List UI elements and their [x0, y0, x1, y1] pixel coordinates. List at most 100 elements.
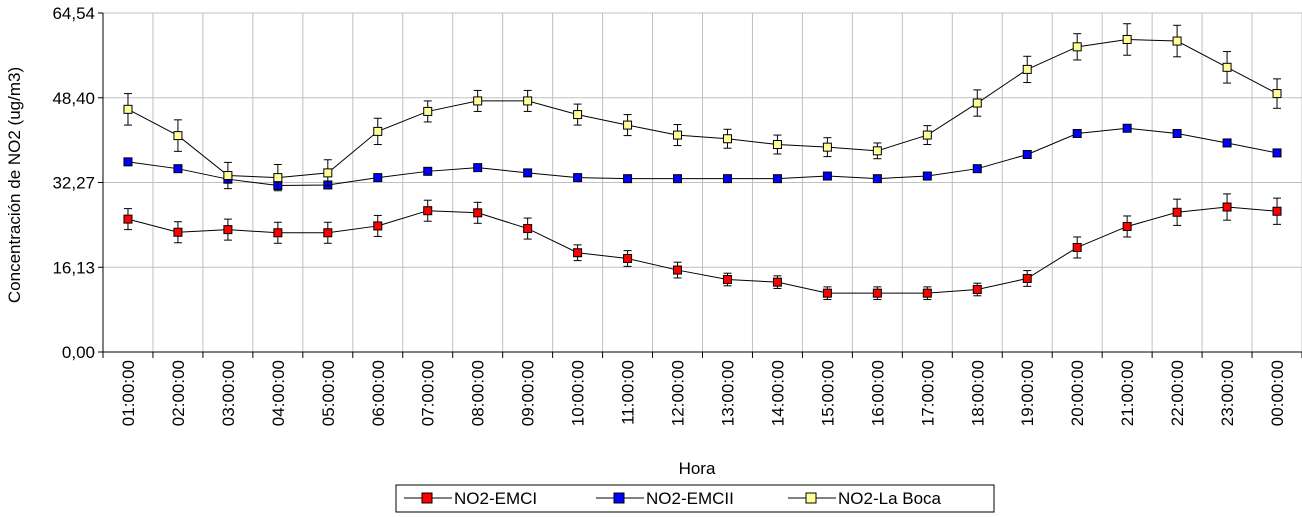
data-point [273, 173, 283, 183]
data-point [1172, 128, 1182, 138]
series-NO2-EMCI [123, 193, 1282, 300]
data-point [373, 173, 383, 183]
x-tick-label: 01:00:00 [119, 360, 138, 426]
legend-item: NO2-La Boca [788, 489, 942, 508]
series-layer [123, 23, 1282, 300]
data-point [1122, 123, 1132, 133]
data-point [872, 288, 882, 298]
data-point [972, 98, 982, 108]
data-point [1022, 273, 1032, 283]
data-point [972, 164, 982, 174]
x-tick-label: 21:00:00 [1118, 360, 1137, 426]
legend-box [395, 484, 995, 513]
data-point [822, 142, 832, 152]
series-NO2-La Boca [123, 23, 1282, 192]
y-axis-title: Concentración de NO2 (ug/m3) [5, 67, 24, 303]
x-tick-label: 11:00:00 [619, 360, 638, 425]
x-tick-label: 04:00:00 [269, 360, 288, 426]
data-point [872, 174, 882, 184]
data-point [1222, 202, 1232, 212]
data-point [523, 224, 533, 234]
x-tick-label: 14:00:00 [768, 360, 787, 426]
data-point [573, 173, 583, 183]
data-point [1172, 36, 1182, 46]
legend-marker [805, 492, 817, 504]
x-tick-label: 06:00:00 [369, 360, 388, 426]
data-point [123, 104, 133, 114]
data-point [373, 126, 383, 136]
legend-item: NO2-EMCII [596, 489, 734, 508]
data-point [772, 277, 782, 287]
data-point [423, 166, 433, 176]
x-tick-label: 10:00:00 [569, 360, 588, 426]
data-point [623, 174, 633, 184]
data-point [623, 254, 633, 264]
data-point [423, 106, 433, 116]
x-tick-label: 03:00:00 [219, 360, 238, 426]
data-point [473, 163, 483, 173]
x-tick-label: 09:00:00 [519, 360, 538, 426]
data-point [1072, 42, 1082, 52]
x-tick-label: 00:00:00 [1268, 360, 1287, 426]
x-tick-label: 19:00:00 [1018, 360, 1037, 426]
data-point [473, 96, 483, 106]
data-point [673, 174, 683, 184]
data-point [623, 120, 633, 130]
y-tick-label: 64,54 [52, 4, 95, 23]
x-tick-label: 17:00:00 [918, 360, 937, 426]
data-point [573, 110, 583, 120]
data-point [1022, 64, 1032, 74]
data-point [822, 288, 832, 298]
data-point [722, 174, 732, 184]
data-point [173, 164, 183, 174]
legend-marker [421, 492, 433, 504]
data-point [1272, 206, 1282, 216]
data-point [1272, 89, 1282, 99]
legend-label: NO2-EMCI [454, 489, 537, 508]
legend-item: NO2-EMCI [404, 489, 537, 508]
legend-label: NO2-La Boca [838, 489, 942, 508]
x-tick-label: 16:00:00 [868, 360, 887, 426]
data-point [1022, 150, 1032, 160]
data-point [323, 228, 333, 238]
axes [98, 12, 1302, 358]
data-point [722, 134, 732, 144]
data-point [673, 265, 683, 275]
data-point [1172, 207, 1182, 217]
legend-label: NO2-EMCII [646, 489, 734, 508]
data-point [822, 171, 832, 181]
y-tick-labels: 0,00 16,13 32,27 48,40 64,54 [52, 4, 95, 362]
data-point [1122, 221, 1132, 231]
data-point [722, 275, 732, 285]
y-tick-label: 32,27 [52, 174, 95, 193]
series-line [127, 127, 1278, 186]
data-point [273, 228, 283, 238]
data-point [223, 225, 233, 235]
x-tick-label: 22:00:00 [1168, 360, 1187, 426]
y-tick-label: 0,00 [62, 343, 95, 362]
data-point [223, 171, 233, 181]
data-point [473, 208, 483, 218]
x-tick-label: 15:00:00 [818, 360, 837, 426]
data-point [423, 206, 433, 216]
x-tick-label: 13:00:00 [718, 360, 737, 426]
data-point [1222, 62, 1232, 72]
x-tick-label: 12:00:00 [669, 360, 688, 426]
data-point [173, 131, 183, 141]
x-tick-label: 23:00:00 [1218, 360, 1237, 426]
data-point [573, 248, 583, 258]
data-point [872, 146, 882, 156]
data-point [173, 227, 183, 237]
data-point [1272, 148, 1282, 158]
legend: NO2-EMCI NO2-EMCII NO2-La Boca [395, 484, 995, 513]
y-tick-label: 16,13 [52, 258, 95, 277]
data-point [1072, 242, 1082, 252]
data-point [373, 221, 383, 231]
data-point [1072, 128, 1082, 138]
data-point [772, 174, 782, 184]
data-point [922, 130, 932, 140]
data-point [323, 168, 333, 178]
data-point [523, 96, 533, 106]
data-point [772, 140, 782, 150]
